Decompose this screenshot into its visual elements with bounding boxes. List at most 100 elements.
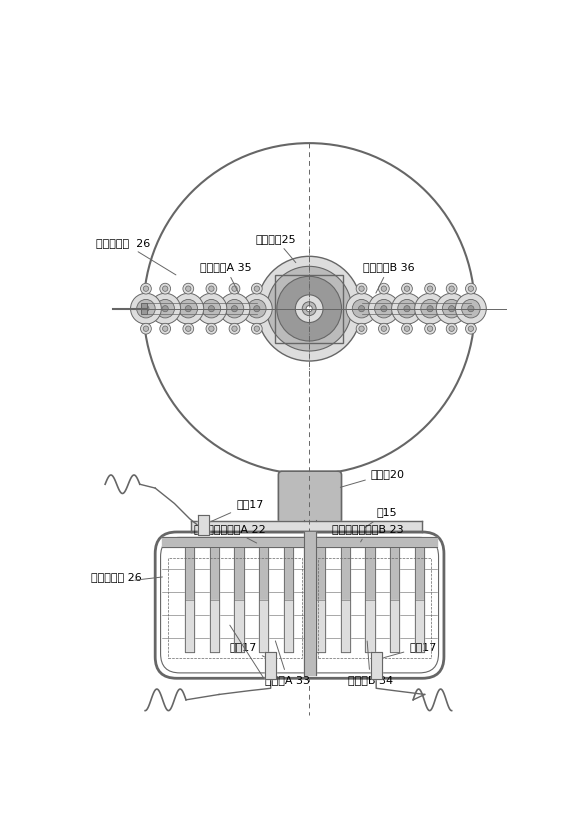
Text: 第一回転アームA 22: 第一回転アームA 22 [194, 524, 265, 543]
Text: 攪拌翼B 34: 攪拌翼B 34 [347, 641, 393, 685]
Circle shape [173, 294, 203, 324]
Circle shape [302, 302, 316, 316]
Circle shape [378, 323, 389, 334]
Circle shape [229, 284, 240, 294]
Circle shape [352, 299, 371, 318]
Circle shape [402, 323, 412, 334]
Circle shape [185, 326, 191, 332]
Circle shape [183, 284, 194, 294]
Circle shape [141, 323, 152, 334]
Bar [318, 558, 431, 658]
Circle shape [449, 326, 454, 332]
Text: 固定ギア25: 固定ギア25 [255, 234, 296, 263]
Circle shape [162, 306, 168, 312]
Circle shape [392, 294, 422, 324]
Circle shape [446, 323, 457, 334]
Circle shape [427, 286, 433, 291]
Circle shape [206, 284, 217, 294]
Circle shape [296, 294, 323, 323]
Circle shape [404, 306, 410, 312]
Text: 第二回転アームB 23: 第二回転アームB 23 [332, 524, 404, 542]
Circle shape [179, 299, 198, 318]
Circle shape [254, 326, 259, 332]
Circle shape [241, 294, 272, 324]
Text: 攪拌機20: 攪拌機20 [340, 469, 405, 487]
Circle shape [427, 306, 433, 312]
FancyBboxPatch shape [279, 471, 342, 523]
Circle shape [131, 294, 161, 324]
Circle shape [446, 284, 457, 294]
Circle shape [229, 323, 240, 334]
Circle shape [257, 256, 361, 361]
Circle shape [231, 306, 238, 312]
Text: 回転ギアA 35: 回転ギアA 35 [200, 262, 251, 293]
Circle shape [359, 286, 364, 291]
Circle shape [156, 299, 174, 318]
Circle shape [462, 299, 480, 318]
Text: 電極17: 電極17 [230, 642, 268, 658]
Circle shape [163, 286, 168, 291]
Circle shape [150, 294, 181, 324]
Circle shape [306, 306, 312, 312]
Circle shape [160, 284, 171, 294]
Circle shape [143, 326, 149, 332]
Circle shape [141, 284, 152, 294]
Circle shape [251, 323, 262, 334]
Text: 蓋15: 蓋15 [366, 507, 398, 528]
Circle shape [427, 326, 433, 332]
Circle shape [421, 299, 440, 318]
Circle shape [436, 294, 467, 324]
Bar [168, 558, 302, 658]
Circle shape [368, 294, 399, 324]
Circle shape [449, 286, 454, 291]
Circle shape [455, 294, 486, 324]
Circle shape [225, 299, 244, 318]
Circle shape [254, 306, 260, 312]
Circle shape [375, 299, 393, 318]
Circle shape [415, 294, 445, 324]
FancyBboxPatch shape [160, 538, 438, 673]
Circle shape [381, 306, 387, 312]
Circle shape [202, 299, 220, 318]
Circle shape [378, 284, 389, 294]
Text: スクレバー 26: スクレバー 26 [92, 572, 142, 582]
Text: 攪拌翼A 33: 攪拌翼A 33 [265, 641, 310, 685]
Circle shape [248, 299, 266, 318]
Circle shape [356, 323, 367, 334]
Circle shape [356, 284, 367, 294]
Circle shape [468, 326, 473, 332]
Circle shape [402, 284, 412, 294]
Circle shape [359, 326, 364, 332]
Circle shape [209, 286, 214, 291]
Circle shape [143, 286, 149, 291]
Circle shape [219, 294, 250, 324]
Circle shape [468, 286, 473, 291]
Circle shape [448, 306, 455, 312]
Circle shape [424, 323, 436, 334]
Circle shape [163, 326, 168, 332]
Circle shape [381, 286, 387, 291]
Bar [141, 304, 147, 314]
Text: 電極17: 電極17 [379, 642, 437, 659]
Circle shape [404, 286, 410, 291]
Circle shape [442, 299, 461, 318]
Text: 回転ギアB 36: 回転ギアB 36 [363, 262, 415, 293]
Circle shape [232, 286, 237, 291]
Circle shape [465, 284, 476, 294]
Circle shape [185, 306, 191, 312]
Circle shape [424, 284, 436, 294]
FancyBboxPatch shape [155, 532, 444, 678]
Circle shape [267, 266, 352, 351]
Circle shape [398, 299, 416, 318]
Circle shape [183, 323, 194, 334]
Circle shape [136, 299, 155, 318]
Circle shape [465, 323, 476, 334]
Circle shape [232, 326, 237, 332]
Circle shape [277, 276, 342, 341]
Circle shape [254, 286, 259, 291]
Text: 電極17: 電極17 [205, 500, 264, 524]
Circle shape [160, 323, 171, 334]
Bar [275, 275, 343, 342]
Circle shape [346, 294, 377, 324]
Circle shape [359, 306, 364, 312]
